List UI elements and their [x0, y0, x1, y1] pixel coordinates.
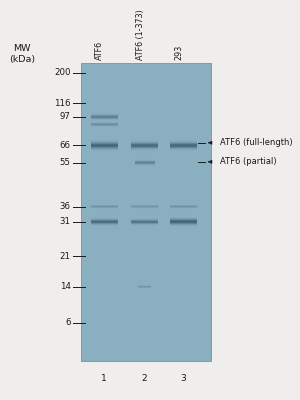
Text: 14: 14: [60, 282, 70, 291]
Text: 97: 97: [60, 112, 70, 121]
Text: 21: 21: [60, 252, 70, 261]
Text: 31: 31: [60, 217, 70, 226]
Text: 1: 1: [101, 374, 107, 384]
Text: 200: 200: [54, 68, 70, 78]
Text: ATF6 (partial): ATF6 (partial): [220, 157, 277, 166]
Text: ATF6: ATF6: [95, 40, 104, 60]
Text: 66: 66: [60, 141, 70, 150]
Text: ATF6 (full-length): ATF6 (full-length): [220, 138, 292, 147]
Text: 6: 6: [65, 318, 70, 328]
Text: ATF6 (1-373): ATF6 (1-373): [136, 9, 145, 60]
Text: 36: 36: [60, 202, 70, 211]
Bar: [81, 63, 211, 361]
Text: 293: 293: [175, 44, 184, 60]
Text: 2: 2: [142, 374, 147, 384]
Text: MW
(kDa): MW (kDa): [9, 44, 35, 64]
Text: 55: 55: [60, 158, 70, 167]
Text: 116: 116: [54, 99, 70, 108]
Text: 3: 3: [181, 374, 187, 384]
